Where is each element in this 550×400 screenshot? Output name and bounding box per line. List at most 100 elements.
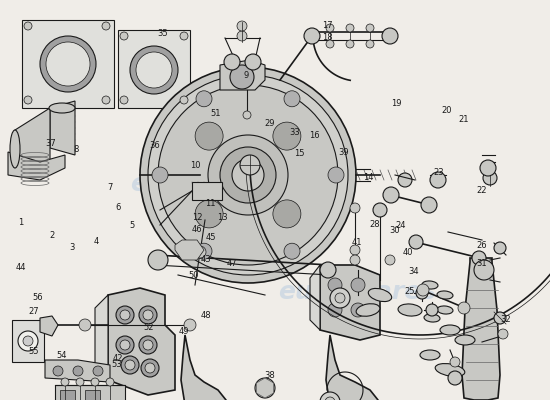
Circle shape: [79, 319, 91, 331]
Circle shape: [232, 159, 264, 191]
Circle shape: [120, 96, 128, 104]
Circle shape: [383, 187, 399, 203]
Text: 56: 56: [32, 294, 43, 302]
Text: 34: 34: [408, 268, 419, 276]
Text: 30: 30: [389, 226, 400, 235]
Ellipse shape: [455, 335, 475, 345]
Text: 28: 28: [370, 220, 381, 229]
Polygon shape: [181, 335, 228, 400]
Circle shape: [120, 310, 130, 320]
Circle shape: [328, 303, 342, 317]
Ellipse shape: [356, 304, 380, 316]
Text: 17: 17: [322, 21, 333, 30]
Circle shape: [116, 306, 134, 324]
Bar: [118, 30, 190, 108]
Text: 10: 10: [190, 162, 201, 170]
Circle shape: [93, 366, 103, 376]
Circle shape: [53, 366, 63, 376]
Text: 1: 1: [18, 218, 24, 226]
Circle shape: [284, 243, 300, 259]
Text: 24: 24: [395, 222, 406, 230]
Polygon shape: [175, 240, 204, 260]
Circle shape: [351, 303, 365, 317]
Circle shape: [326, 24, 334, 32]
Text: 22: 22: [476, 186, 487, 195]
Text: 48: 48: [201, 312, 212, 320]
Circle shape: [145, 363, 155, 373]
Text: 42: 42: [113, 354, 124, 363]
Circle shape: [158, 85, 338, 265]
Text: 54: 54: [56, 352, 67, 360]
Text: 35: 35: [157, 29, 168, 38]
Polygon shape: [462, 258, 500, 400]
Circle shape: [346, 40, 354, 48]
Text: 19: 19: [390, 100, 402, 108]
Circle shape: [102, 96, 110, 104]
Text: 14: 14: [363, 174, 374, 182]
Circle shape: [320, 392, 340, 400]
Circle shape: [130, 46, 178, 94]
Text: 15: 15: [294, 150, 305, 158]
Circle shape: [237, 31, 247, 41]
Circle shape: [255, 378, 275, 398]
Text: 47: 47: [227, 259, 238, 268]
Circle shape: [366, 24, 374, 32]
Circle shape: [382, 28, 398, 44]
Text: 40: 40: [403, 248, 414, 257]
Circle shape: [350, 255, 360, 265]
Text: 9: 9: [244, 72, 249, 80]
Circle shape: [18, 331, 38, 351]
Circle shape: [180, 96, 188, 104]
Circle shape: [483, 171, 497, 185]
Circle shape: [366, 40, 374, 48]
Circle shape: [474, 260, 494, 280]
Circle shape: [385, 255, 395, 265]
Ellipse shape: [368, 288, 392, 302]
Bar: [192, 182, 222, 200]
Circle shape: [91, 378, 99, 386]
Circle shape: [106, 378, 114, 386]
Circle shape: [46, 42, 90, 86]
Polygon shape: [50, 101, 75, 155]
Circle shape: [240, 155, 260, 175]
Text: 45: 45: [205, 233, 216, 242]
Circle shape: [450, 357, 460, 367]
Circle shape: [472, 251, 486, 265]
Circle shape: [61, 378, 69, 386]
Ellipse shape: [398, 304, 422, 316]
Circle shape: [373, 203, 387, 217]
Text: 20: 20: [441, 106, 452, 115]
Circle shape: [346, 24, 354, 32]
Text: 38: 38: [264, 372, 275, 380]
Text: 13: 13: [217, 213, 228, 222]
Ellipse shape: [424, 314, 440, 322]
Circle shape: [426, 304, 438, 316]
Bar: [85, 390, 100, 400]
Polygon shape: [326, 335, 380, 400]
Circle shape: [448, 371, 462, 385]
Circle shape: [458, 302, 470, 314]
Text: eurospares: eurospares: [278, 280, 437, 304]
Text: 50: 50: [188, 271, 199, 280]
Circle shape: [196, 91, 212, 107]
Circle shape: [220, 147, 276, 203]
Circle shape: [136, 52, 172, 88]
Text: 44: 44: [15, 264, 26, 272]
Circle shape: [208, 135, 288, 215]
Ellipse shape: [10, 130, 20, 168]
Circle shape: [416, 287, 428, 299]
Text: 6: 6: [116, 204, 121, 212]
Text: 41: 41: [351, 238, 362, 247]
Circle shape: [480, 160, 496, 176]
Circle shape: [139, 306, 157, 324]
Text: 53: 53: [111, 360, 122, 369]
Circle shape: [494, 242, 506, 254]
Text: 5: 5: [129, 222, 135, 230]
Text: 55: 55: [29, 348, 40, 356]
Text: 26: 26: [476, 242, 487, 250]
Circle shape: [326, 40, 334, 48]
Circle shape: [325, 397, 335, 400]
Circle shape: [417, 284, 429, 296]
Text: 49: 49: [179, 327, 190, 336]
Circle shape: [23, 336, 33, 346]
